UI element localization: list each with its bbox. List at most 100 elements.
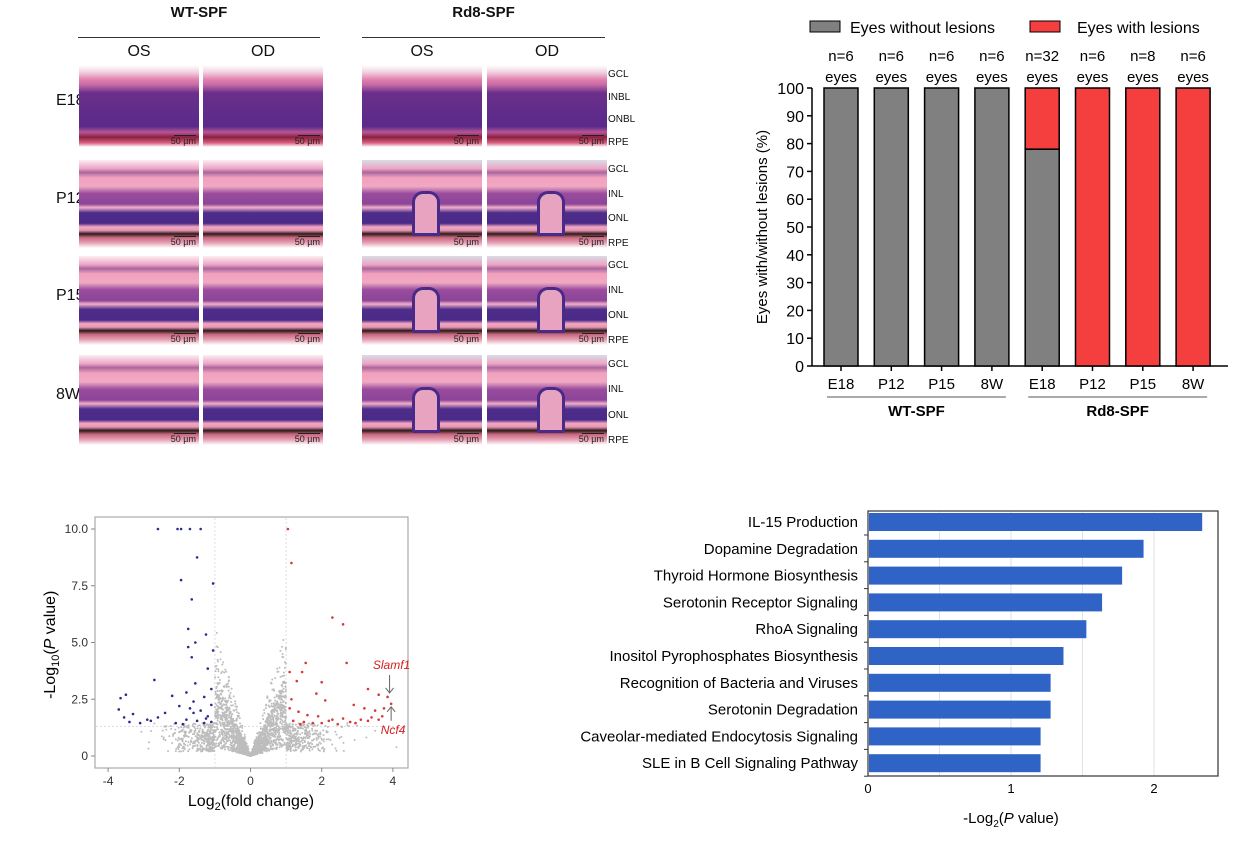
data-point: [271, 723, 274, 726]
data-point: [237, 748, 240, 751]
data-point: [216, 689, 219, 692]
data-point-up: [363, 707, 366, 710]
data-point: [319, 742, 322, 745]
data-point: [207, 726, 210, 729]
data-point: [174, 738, 177, 741]
eye-label: OD: [535, 43, 559, 60]
data-point: [322, 729, 325, 732]
data-point-up: [295, 679, 299, 683]
data-point: [243, 735, 246, 738]
data-point-down: [170, 694, 174, 698]
data-point: [293, 732, 296, 735]
data-point: [209, 750, 212, 753]
data-point: [202, 742, 205, 745]
data-point: [356, 724, 359, 727]
data-point: [261, 748, 264, 751]
retinal-fold: [412, 386, 440, 433]
data-point-up: [386, 695, 389, 699]
data-point: [258, 734, 261, 737]
data-point: [285, 733, 288, 736]
data-point: [311, 739, 314, 742]
data-point: [292, 737, 295, 740]
data-point: [318, 735, 321, 738]
n-unit-label: eyes: [1127, 69, 1159, 86]
data-point: [267, 739, 270, 742]
data-point: [283, 661, 286, 664]
data-point: [276, 667, 279, 670]
pathway-label: Serotonin Degradation: [708, 702, 858, 719]
data-point: [184, 740, 187, 743]
data-point: [222, 708, 225, 711]
data-point: [224, 732, 227, 735]
data-point: [335, 749, 338, 752]
data-point: [193, 742, 196, 745]
data-point: [288, 737, 291, 740]
data-point: [272, 735, 275, 738]
data-point-up: [377, 693, 380, 697]
data-point-down: [122, 716, 126, 719]
data-point: [214, 676, 217, 679]
data-point: [253, 750, 256, 753]
data-point-up: [370, 716, 373, 719]
data-point: [212, 729, 215, 732]
data-point: [218, 697, 221, 700]
data-point: [176, 739, 179, 742]
data-point: [209, 728, 212, 731]
data-point-down: [145, 718, 149, 721]
data-point: [306, 747, 309, 750]
data-point-down: [156, 527, 160, 531]
data-point: [228, 749, 231, 752]
data-point: [217, 697, 220, 700]
data-point: [218, 735, 221, 738]
x-tick-label: E18: [1029, 376, 1056, 393]
data-point-down: [188, 707, 192, 710]
layer-label: ONL: [608, 213, 629, 225]
data-point: [216, 728, 219, 731]
data-point-down: [153, 678, 156, 682]
data-point: [241, 726, 244, 729]
x-tick-label: 0: [864, 781, 871, 796]
data-point-up: [320, 721, 324, 725]
data-point: [231, 725, 234, 728]
data-point: [203, 735, 206, 738]
data-point-up: [366, 719, 370, 723]
data-point: [193, 744, 196, 747]
data-point: [217, 676, 220, 679]
data-point: [182, 750, 185, 753]
data-point: [214, 745, 217, 748]
n-unit-label: eyes: [976, 69, 1008, 86]
data-point: [219, 724, 222, 727]
data-point: [273, 703, 276, 706]
data-point: [203, 740, 206, 743]
scale-bar: 50 µm: [170, 333, 197, 344]
data-point: [272, 740, 275, 743]
data-point-down: [199, 527, 202, 531]
data-point: [188, 748, 191, 751]
data-point: [205, 744, 208, 747]
data-point: [231, 721, 234, 724]
data-point: [259, 743, 262, 746]
data-point: [232, 730, 235, 733]
data-point: [194, 739, 197, 742]
data-point: [162, 738, 165, 741]
data-point: [288, 722, 291, 725]
data-point: [209, 737, 212, 740]
data-point-up: [331, 616, 334, 619]
data-point-down: [124, 693, 128, 697]
data-point: [221, 697, 224, 700]
data-point: [301, 727, 304, 730]
data-point: [239, 722, 242, 725]
data-point: [214, 702, 217, 705]
data-point: [162, 736, 165, 739]
data-point-up: [286, 527, 290, 531]
bar-with-lesions: [1074, 87, 1111, 367]
data-point: [272, 739, 275, 742]
data-point: [264, 748, 267, 751]
data-point: [280, 705, 283, 708]
data-point: [284, 719, 287, 722]
data-point: [191, 742, 194, 745]
data-point-up: [299, 722, 302, 726]
gene-label: Slamf1: [373, 658, 410, 672]
data-point: [225, 731, 228, 734]
data-point: [222, 724, 225, 727]
